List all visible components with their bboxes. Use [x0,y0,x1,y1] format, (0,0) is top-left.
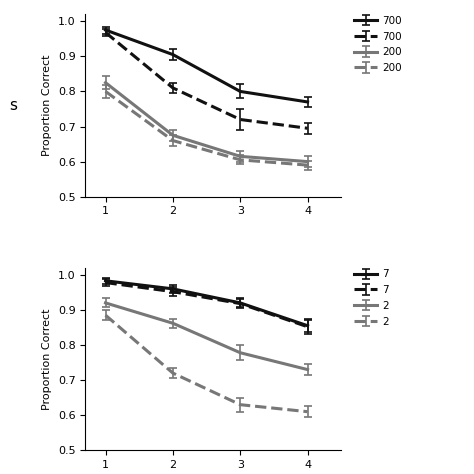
Legend: 7, 7, 2, 2: 7, 7, 2, 2 [354,269,389,327]
Text: s: s [9,98,18,113]
Legend: 700, 700, 200, 200: 700, 700, 200, 200 [354,16,402,73]
Y-axis label: Proportion Correct: Proportion Correct [42,308,52,410]
Y-axis label: Proportion Correct: Proportion Correct [42,55,52,156]
